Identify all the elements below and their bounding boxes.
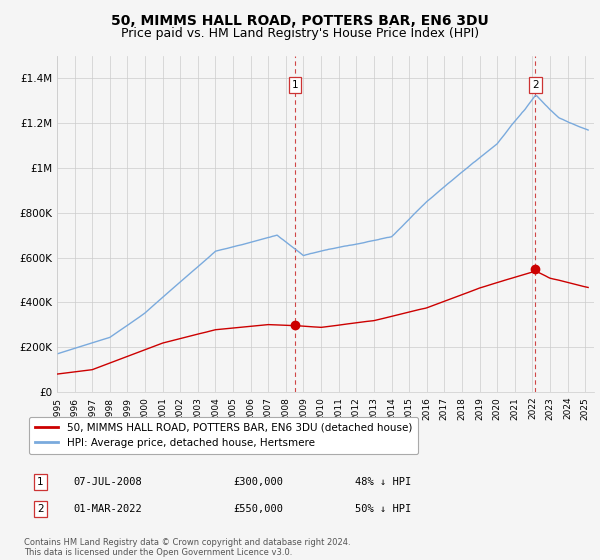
Text: 50% ↓ HPI: 50% ↓ HPI [355,504,412,514]
Text: 07-JUL-2008: 07-JUL-2008 [74,477,142,487]
Text: 50, MIMMS HALL ROAD, POTTERS BAR, EN6 3DU: 50, MIMMS HALL ROAD, POTTERS BAR, EN6 3D… [111,14,489,28]
Text: 2: 2 [37,504,44,514]
Text: Price paid vs. HM Land Registry's House Price Index (HPI): Price paid vs. HM Land Registry's House … [121,27,479,40]
Text: 01-MAR-2022: 01-MAR-2022 [74,504,142,514]
Text: £550,000: £550,000 [234,504,284,514]
Text: Contains HM Land Registry data © Crown copyright and database right 2024.
This d: Contains HM Land Registry data © Crown c… [24,538,350,557]
Text: 48% ↓ HPI: 48% ↓ HPI [355,477,412,487]
Text: 2: 2 [532,80,539,90]
Text: 1: 1 [292,80,298,90]
Text: 1: 1 [37,477,44,487]
Text: £300,000: £300,000 [234,477,284,487]
Legend: 50, MIMMS HALL ROAD, POTTERS BAR, EN6 3DU (detached house), HPI: Average price, : 50, MIMMS HALL ROAD, POTTERS BAR, EN6 3D… [29,417,418,454]
